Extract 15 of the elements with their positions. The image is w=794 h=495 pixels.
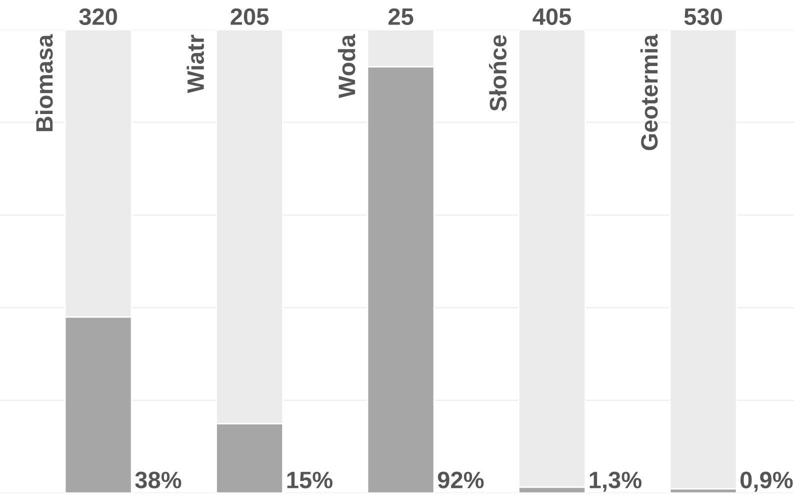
text: 320 [79,8,118,26]
x-tick-label: Woda [338,34,356,98]
annotation: 1,3% [590,472,642,492]
text: 530 [684,8,722,26]
text: 25 [388,8,414,26]
x-tick-label: Wiatr [186,34,204,94]
annotation: 0,9% [740,472,793,492]
text: 205 [230,8,269,26]
x-tick-label: Geotermia [640,34,658,150]
annotation: 15% [287,472,332,488]
annotation: 92% [438,472,484,488]
x-tick-label: Słońce [488,35,507,112]
annotation: 38% [135,472,182,488]
x-tick-label: Biomasa [35,34,53,132]
text: 405 [532,8,572,26]
